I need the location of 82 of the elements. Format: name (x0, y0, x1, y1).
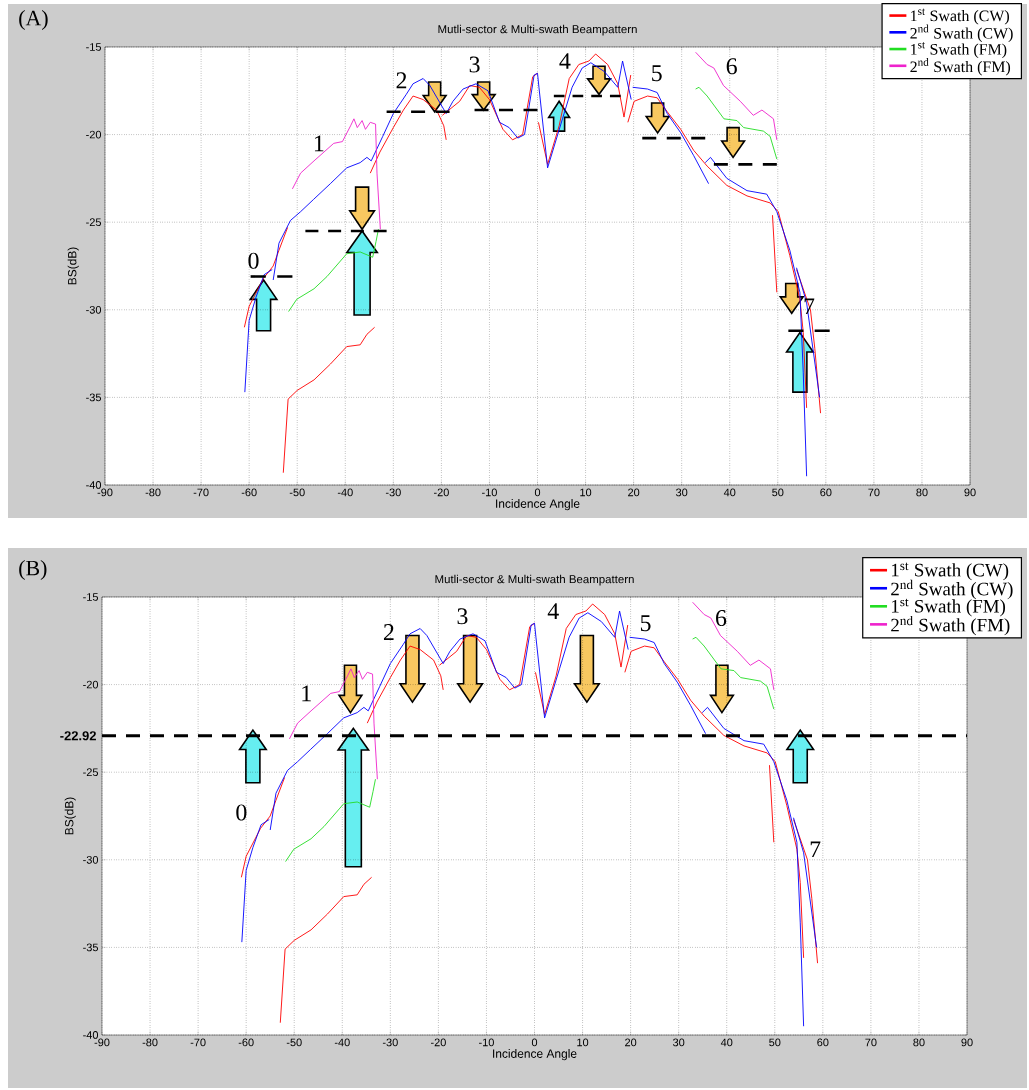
text: (A) (19, 10, 48, 30)
annotation: 3 (469, 56, 480, 73)
annotation: 5 (640, 615, 651, 632)
x-tick-label: 70 (868, 488, 880, 497)
x-tick-label: 0 (534, 488, 541, 497)
legend-label: 1$^{st}$ Swath (FM) (911, 42, 1007, 58)
x-axis-title: Incidence Angle (493, 1049, 577, 1061)
x-tick-label: -90 (97, 488, 113, 497)
x-tick-label: 20 (625, 1038, 637, 1047)
x-tick-label: 0 (531, 1038, 538, 1047)
x-tick-label: 20 (628, 488, 640, 497)
x-tick-label: -60 (238, 1038, 254, 1047)
y-tick-label: -15 (83, 593, 99, 601)
x-tick-label: -60 (241, 488, 257, 497)
x-tick-label: 90 (961, 1038, 973, 1047)
x-tick-label: -30 (382, 1038, 398, 1047)
x-tick-label: 90 (964, 488, 976, 497)
y-axis-title: BS(dB) (64, 797, 76, 835)
annotation: 7 (804, 298, 815, 315)
chart-title: Mutli-sector & Multi-swath Beampattern (435, 574, 634, 586)
legend-label: 2$^{nd}$ Swath (CW) (891, 579, 1013, 600)
y-tick-label: -30 (86, 305, 102, 314)
x-tick-label: 60 (817, 1038, 829, 1047)
x-tick-label: 10 (580, 488, 592, 497)
y-tick-label: -20 (86, 130, 102, 139)
y-tick-label: -35 (86, 393, 102, 402)
x-tick-label: 80 (913, 1038, 925, 1047)
annotation: 5 (652, 65, 662, 82)
annotation: 4 (547, 603, 559, 619)
x-tick-label: -50 (286, 1038, 302, 1047)
annotation: 0 (248, 252, 259, 269)
y-axis-title: BS(dB) (67, 247, 79, 285)
legend-label: 2$^{nd}$ Swath (FM) (891, 615, 1010, 636)
annotation: 1 (314, 135, 324, 152)
x-tick-label: 30 (673, 1038, 685, 1047)
x-tick-label: -10 (479, 1038, 494, 1047)
annotation: 6 (716, 609, 727, 627)
y-tick-label: -40 (86, 481, 102, 489)
chart-title: Mutli-sector & Multi-swath Beampattern (438, 24, 637, 36)
x-axis-title: Incidence Angle (496, 499, 580, 511)
legend-label: 1$^{st}$ Swath (CW) (911, 8, 1009, 25)
x-tick-label: 70 (865, 1038, 877, 1047)
annotation: 3 (457, 608, 468, 625)
legend-label: 2$^{nd}$ Swath (FM) (910, 58, 1011, 76)
x-tick-label: 40 (723, 488, 736, 497)
x-tick-label: -80 (145, 488, 161, 497)
annotation: 4 (559, 53, 571, 69)
legend-label: 1$^{st}$ Swath (FM) (891, 598, 1006, 617)
y-tick-label: -35 (83, 943, 99, 952)
x-tick-label: 60 (820, 488, 832, 497)
y-tick-label: -40 (83, 1031, 99, 1039)
ref-line-label: -22.92 (60, 731, 96, 741)
y-tick-label: -15 (86, 43, 102, 51)
legend-label: 2$^{nd}$ Swath (CW) (910, 24, 1013, 42)
x-tick-label: -50 (289, 488, 305, 497)
x-tick-label: 30 (676, 488, 688, 497)
y-tick-label: -25 (83, 768, 99, 777)
annotation: 1 (302, 685, 311, 702)
annotation: 0 (236, 804, 247, 821)
annotation: 2 (396, 72, 407, 89)
x-tick-label: -10 (482, 488, 497, 497)
y-tick-label: -25 (86, 218, 102, 227)
x-tick-label: 80 (916, 488, 928, 497)
x-tick-label: -80 (142, 1038, 158, 1047)
annotation: 7 (810, 841, 821, 858)
x-tick-label: -30 (385, 488, 401, 497)
text: (B) (19, 560, 47, 580)
y-tick-label: -30 (83, 855, 99, 864)
x-tick-label: -20 (430, 1038, 446, 1047)
y-tick-label: -20 (83, 680, 99, 689)
x-tick-label: -40 (334, 1038, 350, 1047)
x-tick-label: 50 (772, 488, 784, 497)
x-tick-label: -90 (94, 1038, 110, 1047)
annotation: 2 (383, 624, 394, 640)
x-tick-label: -20 (433, 488, 449, 497)
x-tick-label: -70 (193, 488, 209, 497)
x-tick-label: -70 (190, 1038, 206, 1047)
x-tick-label: 10 (577, 1038, 589, 1047)
x-tick-label: 40 (720, 1038, 733, 1047)
x-tick-label: -40 (337, 488, 353, 497)
annotation: 6 (726, 58, 737, 75)
x-tick-label: 50 (769, 1038, 781, 1047)
